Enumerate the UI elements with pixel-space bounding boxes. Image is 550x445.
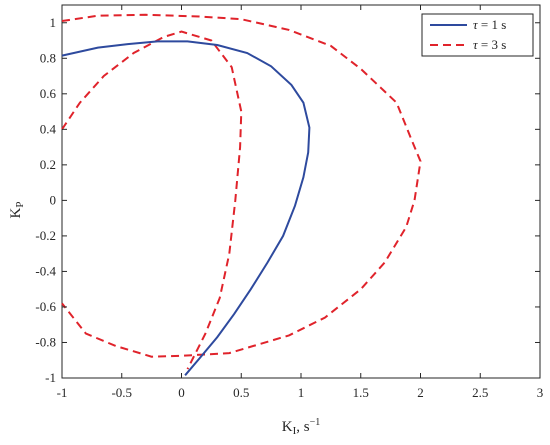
legend: τ = 1 s τ = 3 s (421, 13, 534, 57)
x-tick-label: 0.5 (233, 385, 249, 400)
x-tick-label: 0 (178, 385, 185, 400)
y-tick-label: -0.8 (35, 334, 56, 349)
legend-box (421, 13, 534, 57)
x-tick-label: -0.5 (111, 385, 132, 400)
y-tick-label: 1 (50, 15, 57, 30)
x-ticks: -1 -0.5 0 0.5 1 1.5 2 2.5 3 (57, 5, 544, 400)
y-ticks: -1 -0.8 -0.6 -0.4 -0.2 0 0.2 0.4 0.6 0.8 1 (35, 15, 540, 385)
y-tick-label: -0.4 (35, 263, 56, 278)
x-tick-label: 2 (417, 385, 424, 400)
y-axis-label: KP (8, 202, 26, 219)
legend-label-tau3: τ = 3 s (473, 37, 506, 52)
y-tick-label: 0.4 (40, 121, 57, 136)
legend-label-tau1: τ = 1 s (473, 17, 506, 32)
x-axis-label: KI, s−1 (282, 417, 321, 437)
x-tick-label: 1.5 (353, 385, 369, 400)
y-tick-label: 0.6 (40, 86, 57, 101)
y-tick-label: 0.8 (40, 50, 56, 65)
series-tau1-line (61, 40, 311, 376)
x-tick-label: 1 (298, 385, 305, 400)
series-tau3-inner-line (61, 30, 243, 370)
series-tau3-loop-line (61, 13, 422, 358)
y-tick-label: -0.2 (35, 228, 56, 243)
x-tick-label: -1 (57, 385, 68, 400)
plot-area-border (61, 4, 541, 379)
series-layer (61, 13, 422, 376)
x-tick-label: 2.5 (472, 385, 488, 400)
y-tick-label: 0 (50, 192, 57, 207)
y-tick-label: 0.2 (40, 157, 56, 172)
x-tick-label: 3 (537, 385, 544, 400)
plot-frame (61, 4, 541, 379)
y-tick-label: -0.6 (35, 299, 56, 314)
y-tick-label: -1 (45, 370, 56, 385)
